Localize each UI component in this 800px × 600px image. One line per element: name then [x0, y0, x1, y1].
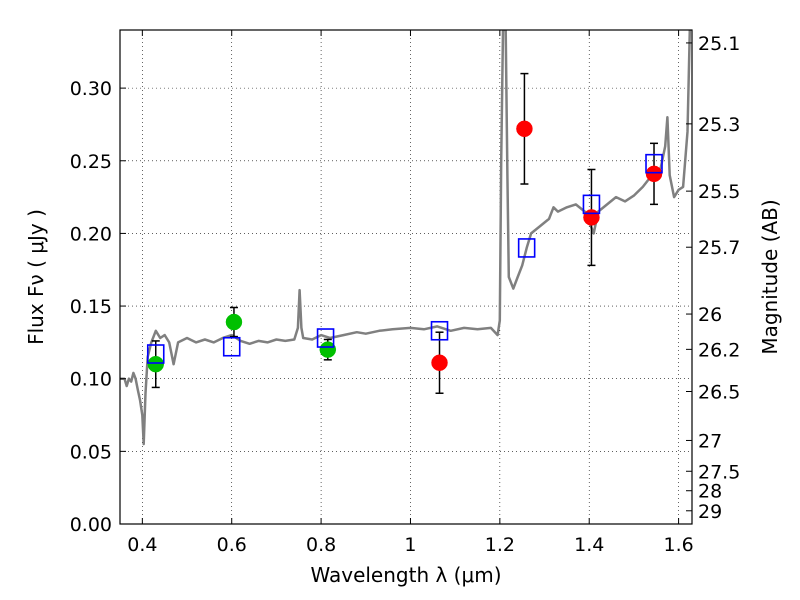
right-tick-label: 25.5: [698, 181, 740, 203]
axes: 0.4 0.6 0.8 1 1.2 1.4 1.6 0.00 0.05 0.10 0.15 0.20 0…: [70, 30, 740, 556]
right-tick-label: 28: [698, 481, 722, 503]
model-square-marker: [146, 344, 165, 364]
right-tick-label: 27: [698, 430, 722, 452]
y-axis-right-label: Magnitude (AB): [758, 199, 782, 354]
right-tick-label: 27.5: [698, 461, 740, 483]
model-square-marker: [222, 336, 241, 357]
data-point-marker: [645, 165, 663, 183]
plot-area: [120, 30, 692, 524]
model-square-marker: [316, 328, 335, 348]
y-tick-label: 0.00: [70, 514, 112, 536]
data-point-marker: [516, 120, 533, 138]
x-tick-label: 1.6: [663, 534, 693, 556]
model-spectrum: [120, 30, 692, 446]
x-axis-label: Wavelength λ (μm): [310, 563, 501, 587]
model-square-marker: [517, 238, 536, 258]
data-point-marker: [225, 313, 243, 331]
right-tick-label: 29: [698, 501, 722, 523]
right-tick-label: 25.3: [698, 114, 740, 136]
x-tick-label: 1: [404, 534, 416, 556]
right-tick-label: 26: [698, 304, 722, 326]
right-tick-label: 26.2: [698, 339, 740, 361]
x-tick-label: 0.6: [217, 534, 247, 556]
x-tick-label: 0.8: [306, 534, 336, 556]
y-tick-label: 0.20: [70, 223, 112, 245]
x-tick-label: 1.2: [485, 534, 515, 556]
model-square-marker: [430, 320, 449, 341]
y-axis-label: Flux Fν ( μJy ): [24, 209, 48, 345]
x-tick-label: 1.4: [574, 534, 604, 556]
y-tick-label: 0.15: [70, 296, 112, 318]
model-square-marker: [582, 194, 601, 215]
data-point-marker: [319, 341, 337, 358]
model-square-marker: [645, 153, 663, 174]
right-tick-label: 26.5: [698, 381, 740, 403]
plot-frame: [119, 29, 693, 525]
right-tick-label: 25.1: [698, 33, 740, 55]
right-tick-label: 25.7: [698, 237, 740, 259]
data-point-marker: [147, 355, 164, 373]
y-tick-label: 0.10: [70, 369, 112, 391]
data-point-marker: [583, 209, 600, 226]
y-tick-label: 0.05: [70, 441, 112, 463]
x-tick-label: 0.4: [127, 534, 157, 556]
data-point-marker: [431, 354, 448, 371]
spectrum-line: [120, 30, 692, 446]
data-markers: [146, 120, 663, 373]
y-tick-label: 0.25: [70, 151, 112, 173]
y-tick-label: 0.30: [70, 78, 112, 100]
